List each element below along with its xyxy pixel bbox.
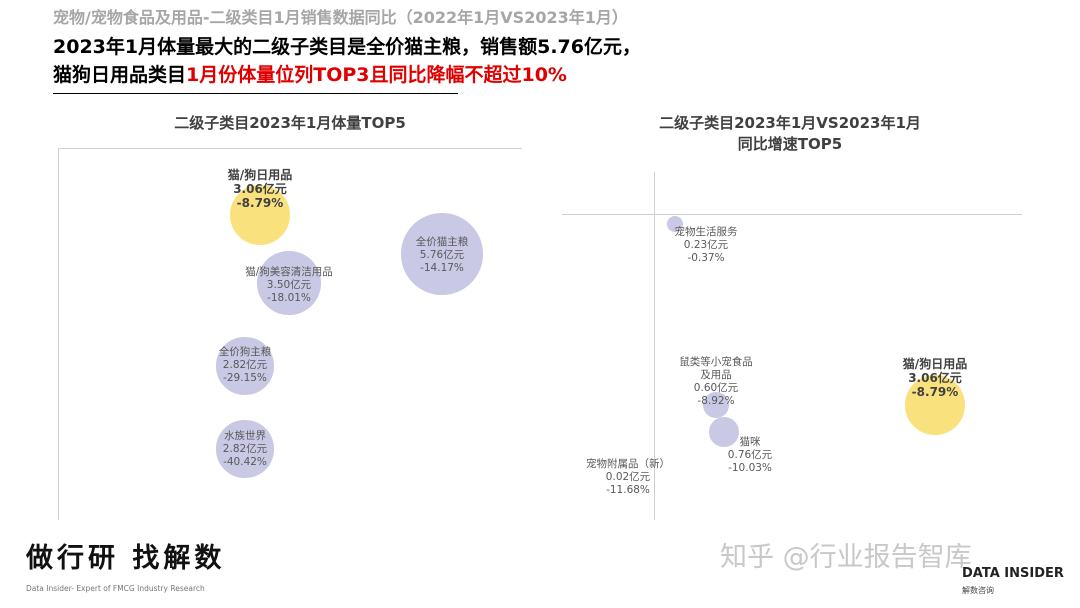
bubble-label-growth: -8.92% [697, 395, 735, 407]
left-chart-title: 二级子类目2023年1月体量TOP5 [174, 114, 406, 132]
bubble-label-name: 宠物附属品（新） [586, 458, 670, 470]
bubble-label-growth: -40.42% [223, 456, 267, 468]
logo-subtitle: 解数咨询 [962, 586, 994, 595]
bubble-label-growth: -10.03% [728, 462, 772, 474]
bubble-label: 猫/狗美容清洁用品 3.50亿元 -18.01% [245, 266, 333, 305]
bubble-label-name: 宠物生活服务 [674, 226, 738, 238]
bubble-label-growth: -8.79% [911, 385, 959, 399]
bubble-point [666, 215, 684, 233]
headline-red: 1月份体量位列TOP3且同比降幅不超过10% [186, 64, 567, 86]
bubble-label-growth: -0.37% [687, 252, 725, 264]
bubble-point [702, 391, 730, 419]
bubble-point [230, 185, 290, 245]
bubble-label: 全价狗主粮 2.82亿元 -29.15% [219, 346, 272, 385]
right-y-axis [654, 172, 655, 520]
bubble-label-sales: 5.76亿元 [419, 249, 465, 261]
watermark: 知乎 @行业报告智库 [720, 542, 972, 573]
bubble-label-sales: 0.76亿元 [727, 449, 773, 461]
headline-line-2: 猫狗日用品类目1月份体量位列TOP3且同比降幅不超过10% [53, 63, 567, 87]
bubble-point [257, 251, 321, 315]
bubble-label-growth: -8.79% [236, 196, 284, 210]
headline-black: 猫狗日用品类目 [53, 64, 187, 86]
headline-underline [53, 93, 458, 94]
bubble-label-sales: 3.50亿元 [266, 279, 312, 291]
slogan: 做行研 找解数 [26, 543, 226, 574]
bubble-label: 宠物生活服务 0.23亿元 -0.37% [675, 226, 738, 265]
bubble-label-name: 猫/狗日用品 [902, 357, 968, 371]
logo: DATA INSIDER [962, 566, 1064, 581]
bubble-label-name: 水族世界 [223, 430, 266, 442]
bubble-point [709, 417, 739, 447]
bubble-label-sales: 3.06亿元 [233, 182, 287, 196]
bubble-label-name: 全价猫主粮 [415, 236, 469, 248]
right-x-axis [562, 214, 1022, 215]
bubble-label-name: 猫咪 [739, 436, 761, 448]
right-chart-title: 二级子类目2023年1月VS2023年1月 [659, 114, 921, 132]
bubble-label-name: 全价狗主粮 [218, 346, 272, 358]
bubble-point [401, 213, 483, 295]
bubble-label-sales: 2.82亿元 [222, 443, 268, 455]
bubble-label: 鼠类等小宠食品 及用品 0.60亿元 -8.92% [679, 356, 753, 408]
slide-subtitle: 宠物/宠物食品及用品-二级类目1月销售数据同比（2022年1月VS2023年1月… [53, 8, 628, 27]
bubble-label: 猫咪 0.76亿元 -10.03% [728, 436, 772, 475]
slogan-subtitle: Data Insider- Expert of FMCG Industry Re… [26, 584, 205, 593]
bubble-label-name: 猫/狗日用品 [227, 168, 293, 182]
left-x-axis [58, 148, 522, 149]
bubble-point [905, 375, 965, 435]
bubble-label: 水族世界 2.82亿元 -40.42% [223, 430, 267, 469]
right-chart-title-2: 同比增速TOP5 [737, 135, 843, 153]
bubble-label-name: 鼠类等小宠食品 [679, 356, 753, 368]
bubble-label-growth: -29.15% [223, 372, 267, 384]
bubble-point [216, 337, 274, 395]
bubble-label-growth: -14.17% [420, 262, 464, 274]
bubble-label: 全价猫主粮 5.76亿元 -14.17% [416, 236, 469, 275]
bubble-label-growth: -11.68% [606, 484, 650, 496]
bubble-label-sales: 0.60亿元 [693, 382, 739, 394]
bubble-label-sales: 3.06亿元 [908, 371, 962, 385]
headline-line-1: 2023年1月体量最大的二级子类目是全价猫主粮，销售额5.76亿元， [53, 36, 641, 58]
bubble-label: 猫/狗日用品 3.06亿元 -8.79% [228, 168, 292, 210]
bubble-label-sales: 0.02亿元 [605, 471, 651, 483]
bubble-label-growth: -18.01% [267, 292, 311, 304]
bubble-label-name2: 及用品 [700, 369, 732, 381]
bubble-label-sales: 2.82亿元 [222, 359, 268, 371]
bubble-label: 猫/狗日用品 3.06亿元 -8.79% [903, 357, 967, 399]
left-y-axis [58, 148, 59, 520]
bubble-label-sales: 0.23亿元 [683, 239, 729, 251]
bubble-point [216, 420, 274, 478]
bubble-label-name: 猫/狗美容清洁用品 [245, 266, 333, 278]
bubble-label: 宠物附属品（新） 0.02亿元 -11.68% [586, 458, 670, 497]
